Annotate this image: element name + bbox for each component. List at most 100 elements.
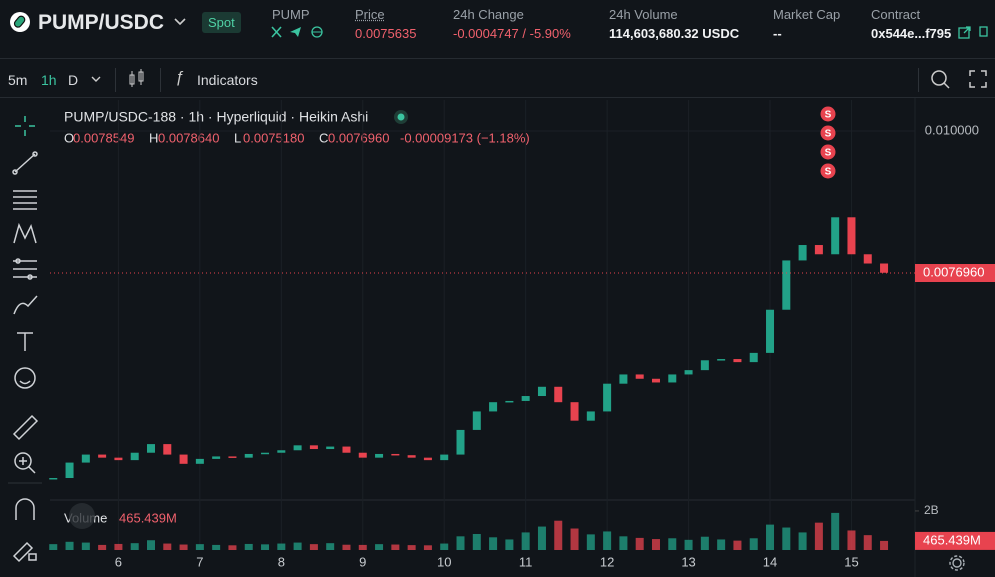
- sell-marker-label: S: [825, 167, 832, 178]
- candle: [228, 456, 237, 458]
- fullscreen-button[interactable]: [968, 69, 988, 89]
- x-tick-label: 9: [359, 554, 366, 569]
- candle: [782, 260, 791, 310]
- indicators-button[interactable]: Indicators: [197, 72, 258, 88]
- horizontal-lines-tool[interactable]: [13, 190, 37, 210]
- interval-button[interactable]: 5m: [8, 72, 28, 88]
- volume-bar: [423, 545, 432, 550]
- sell-marker-label: S: [825, 148, 832, 159]
- candle: [49, 477, 58, 480]
- volume-bar: [489, 537, 498, 550]
- chart-type-button[interactable]: [127, 68, 147, 90]
- volume-bar: [814, 522, 823, 550]
- x-tick-label: 15: [844, 554, 858, 569]
- volume-bar: [195, 544, 204, 550]
- volume-bar: [700, 536, 709, 550]
- volume-bar: [831, 512, 840, 550]
- volume-bar: [212, 544, 221, 550]
- candle: [440, 454, 449, 461]
- candle: [521, 396, 530, 401]
- stat-label: 24h Change: [453, 7, 524, 22]
- volume-bar: [163, 543, 172, 550]
- x-tick-label: 10: [437, 554, 451, 569]
- drawing-toolbar: [8, 116, 42, 563]
- candle: [326, 446, 335, 450]
- pattern-tool[interactable]: [13, 222, 37, 244]
- screenshot-button[interactable]: [929, 68, 951, 90]
- fx-icon[interactable]: ƒ: [175, 69, 184, 86]
- candle: [749, 352, 758, 363]
- volume-bar: [65, 541, 74, 550]
- spot-badge: Spot: [202, 12, 241, 33]
- sell-marker: [820, 106, 836, 122]
- emoji-tool[interactable]: [14, 367, 36, 389]
- candle: [586, 411, 595, 421]
- stat-label: 24h Volume: [609, 7, 678, 22]
- candle: [700, 360, 709, 371]
- lock-tool[interactable]: [12, 541, 37, 563]
- magnet-tool[interactable]: [15, 498, 35, 520]
- volume-bar: [358, 544, 367, 550]
- contract-icons[interactable]: [958, 26, 992, 40]
- volume-value: 465.439M: [119, 510, 177, 525]
- volume-bar: [798, 532, 807, 550]
- candle: [146, 444, 155, 453]
- social-links[interactable]: [270, 25, 326, 39]
- volume-tick-label: 2B: [924, 503, 939, 517]
- ohlc-key: C: [319, 130, 328, 145]
- candle: [456, 429, 465, 455]
- candle: [179, 454, 188, 464]
- candle: [342, 446, 351, 453]
- ohlc-value: 0.0076960: [328, 130, 389, 145]
- candle: [423, 457, 432, 461]
- candle: [766, 309, 775, 353]
- candle: [684, 370, 693, 375]
- settings-button[interactable]: [949, 555, 965, 571]
- x-tick-label: 11: [519, 554, 533, 569]
- interval-chevron[interactable]: [90, 74, 102, 84]
- volume-bar: [326, 543, 335, 550]
- stat-value: -0.0004747 / -5.90%: [453, 26, 571, 41]
- last-volume-tag: [915, 531, 995, 550]
- text-tool[interactable]: [17, 332, 33, 351]
- last-price-label: 0.0076960: [923, 264, 984, 279]
- ohlc-change: -0.00009173 (−1.18%): [400, 130, 530, 145]
- token-logo: [10, 12, 30, 32]
- x-tick-label: 12: [600, 554, 614, 569]
- candle: [244, 453, 253, 458]
- candle: [358, 452, 367, 458]
- pair-chevron[interactable]: [173, 16, 187, 28]
- zoom-tool[interactable]: [14, 452, 36, 474]
- candle: [537, 386, 546, 397]
- volume-bar: [684, 539, 693, 550]
- stat-label: Price: [355, 7, 385, 22]
- x-tick-label: 6: [115, 554, 122, 569]
- sell-marker-label: S: [825, 110, 832, 121]
- candle: [472, 411, 481, 430]
- volume-bar: [733, 540, 742, 550]
- trend-line-tool[interactable]: [12, 151, 38, 175]
- fib-tool[interactable]: [13, 258, 37, 280]
- candle: [505, 400, 514, 403]
- ohlc-value: 0.0075180: [243, 130, 304, 145]
- ruler-tool[interactable]: [12, 414, 39, 441]
- interval-button[interactable]: D: [68, 72, 79, 88]
- volume-bar: [179, 544, 188, 550]
- ohlc-value: 0.0078549: [73, 130, 134, 145]
- sell-marker: [820, 163, 836, 179]
- stat-value[interactable]: 0x544e...f795: [871, 26, 952, 41]
- brush-tool[interactable]: [13, 295, 38, 315]
- volume-bar: [146, 540, 155, 550]
- crosshair-tool[interactable]: [15, 116, 35, 136]
- x-tick-label: 14: [763, 554, 777, 569]
- y-tick-label: 0.010000: [925, 122, 979, 137]
- interval-button[interactable]: 1h: [41, 72, 57, 88]
- last-volume-label: 465.439M: [923, 532, 981, 547]
- pair-title[interactable]: PUMP/USDC: [38, 11, 165, 34]
- candle: [261, 452, 270, 455]
- legend-title: PUMP/USDC-188 · 1h · Hyperliquid · Heiki…: [64, 109, 368, 125]
- divider: [115, 68, 116, 92]
- candle: [814, 245, 823, 255]
- volume-bar: [261, 544, 270, 550]
